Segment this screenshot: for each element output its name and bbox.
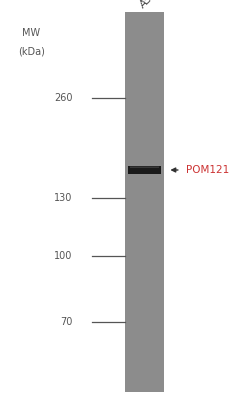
- Text: (kDa): (kDa): [18, 46, 45, 56]
- Bar: [128, 166, 161, 174]
- Text: MW: MW: [22, 28, 40, 38]
- Text: POM121: POM121: [186, 165, 229, 175]
- Text: 130: 130: [54, 193, 72, 203]
- Text: 100: 100: [54, 251, 72, 261]
- Bar: [130, 166, 159, 167]
- Text: AS49: AS49: [138, 0, 164, 10]
- Bar: [125, 12, 164, 392]
- Text: 260: 260: [54, 93, 72, 103]
- Bar: [130, 167, 159, 168]
- Text: 70: 70: [60, 317, 72, 327]
